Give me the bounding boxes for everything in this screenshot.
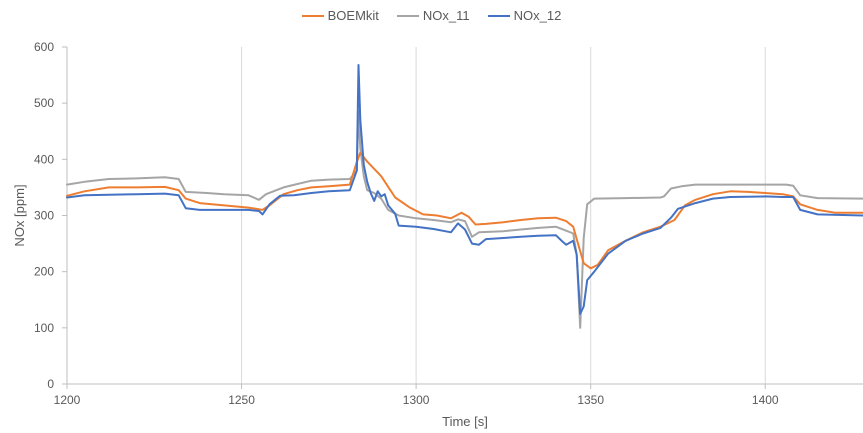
y-tick-label-400: 400 xyxy=(34,152,54,166)
legend-item-nox12: NOx_12 xyxy=(487,8,562,23)
y-tick-label-200: 200 xyxy=(34,265,54,279)
axes xyxy=(62,46,863,389)
x-axis-title: Time [s] xyxy=(442,414,488,429)
tick-labels: 1200 1250 1300 1350 1400 0 100 200 300 400 500 600 xyxy=(34,40,779,407)
legend-swatch-boemkit xyxy=(301,14,324,17)
series-lines xyxy=(66,64,863,329)
legend-item-boemkit: BOEMkit xyxy=(301,8,379,23)
series-line-nox-12 xyxy=(66,64,863,315)
legend-label-nox11: NOx_11 xyxy=(422,8,470,23)
legend-item-nox11: NOx_11 xyxy=(396,8,470,23)
chart-legend: BOEMkit NOx_11 NOx_12 xyxy=(0,8,863,23)
y-tick-label-500: 500 xyxy=(34,96,54,110)
x-tick-label-1350: 1350 xyxy=(577,393,604,407)
x-tick-label-1300: 1300 xyxy=(403,393,430,407)
y-tick-label-300: 300 xyxy=(34,209,54,223)
x-tick-label-1250: 1250 xyxy=(228,393,255,407)
x-tick-label-1400: 1400 xyxy=(752,393,779,407)
legend-label-nox12: NOx_12 xyxy=(513,8,562,23)
y-tick-label-0: 0 xyxy=(47,377,54,391)
y-tick-label-100: 100 xyxy=(34,321,54,335)
y-tick-label-600: 600 xyxy=(34,40,54,54)
x-tick-label-1200: 1200 xyxy=(54,393,81,407)
legend-swatch-nox11 xyxy=(396,14,419,17)
legend-swatch-nox12 xyxy=(487,14,510,17)
gridlines xyxy=(241,47,766,384)
series-line-boemkit xyxy=(66,151,863,270)
series-line-nox-11 xyxy=(66,110,863,329)
y-axis-title: NOx [ppm] xyxy=(12,184,27,246)
legend-label-boemkit: BOEMkit xyxy=(327,8,379,23)
